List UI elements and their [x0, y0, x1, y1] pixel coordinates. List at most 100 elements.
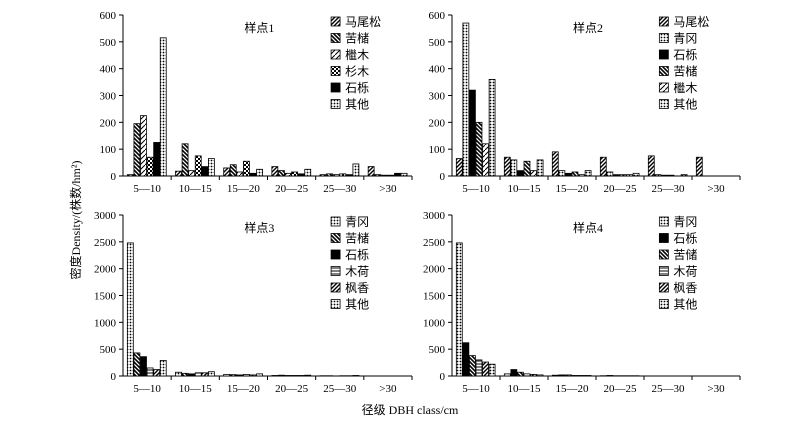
bar-马尾松	[455, 158, 463, 177]
x-tick-label: 20—25	[604, 183, 638, 195]
bar-木荷	[571, 375, 579, 377]
x-tick-label: 15—20	[227, 183, 261, 195]
bar-苦槠	[133, 123, 141, 177]
y-axis-label: 密度Density/(株数/hm²)	[68, 161, 83, 280]
y-tick-label: 1000	[423, 317, 446, 329]
bar-其他	[256, 168, 263, 177]
bar-其他	[159, 360, 167, 377]
bar-青冈	[126, 242, 134, 377]
bar-苦储	[517, 371, 524, 377]
x-axis-label: 径级 DBH class/cm	[362, 403, 459, 417]
y-tick-label: 400	[429, 64, 446, 76]
x-tick-label: 10—15	[508, 383, 542, 395]
legend-swatch	[330, 216, 341, 227]
bar-檵木	[140, 115, 147, 177]
bar-苦槠	[571, 171, 579, 177]
bar-苦槠	[619, 174, 627, 177]
legend-swatch	[658, 82, 669, 93]
y-tick-label: 400	[100, 64, 117, 76]
x-tick-label: 5—10	[462, 383, 490, 395]
legend-label: 苦槠	[673, 64, 697, 79]
legend-label: 石栎	[345, 248, 369, 262]
bar-檵木	[578, 174, 585, 177]
legend-swatch	[330, 299, 341, 309]
bar-石栎	[469, 89, 476, 177]
bar-其他	[536, 374, 544, 377]
bar-其他	[352, 163, 360, 177]
y-tick-label: 1500	[94, 291, 117, 303]
x-tick-label: 25—30	[323, 183, 357, 195]
bar-枫香	[249, 374, 257, 377]
bar-马尾松	[175, 170, 182, 177]
bar-苦槠	[229, 374, 237, 377]
legend-swatch	[330, 33, 341, 43]
bar-石栎	[606, 375, 614, 377]
x-tick-label: 25—30	[652, 183, 686, 195]
legend-swatch	[658, 216, 669, 227]
legend-swatch	[658, 33, 669, 43]
bar-青冈	[455, 242, 463, 377]
bar-檵木	[236, 171, 244, 177]
bar-苦槠	[475, 121, 483, 177]
bar-马尾松	[647, 155, 655, 177]
bar-马尾松	[271, 166, 279, 177]
legend-swatch	[658, 66, 669, 76]
x-tick-label: 5—10	[462, 183, 490, 195]
legend-swatch	[658, 299, 669, 309]
legend-label: 苦槠	[345, 31, 369, 46]
bar-苦槠	[326, 173, 333, 177]
legend-swatch	[658, 99, 669, 109]
legend-swatch	[330, 82, 341, 93]
bar-青冈	[175, 371, 182, 377]
legend-swatch	[330, 49, 341, 60]
bar-枫香	[482, 361, 489, 377]
bar-石栎	[284, 375, 292, 377]
y-tick-label: 100	[100, 144, 117, 156]
bar-杉木	[387, 174, 395, 177]
y-tick-label: 500	[429, 37, 446, 49]
bar-石栎	[661, 174, 668, 177]
bar-青冈	[510, 159, 518, 177]
bar-檵木	[380, 174, 388, 177]
bar-马尾松	[599, 156, 607, 177]
x-tick-label: 10—15	[179, 383, 213, 395]
bar-木荷	[291, 375, 298, 377]
bar-青冈	[551, 374, 559, 377]
y-tick-label: 0	[440, 171, 446, 183]
bar-枫香	[578, 375, 585, 377]
bar-木荷	[523, 373, 531, 377]
bar-青冈	[558, 170, 566, 177]
y-tick-label: 500	[100, 344, 117, 356]
bar-枫香	[297, 375, 305, 377]
bar-苦槠	[133, 352, 141, 377]
legend-label: 苦槠	[345, 231, 369, 246]
legend-label: 石栎	[673, 232, 697, 246]
bar-檵木	[482, 143, 489, 177]
panel-title: 样点2	[573, 20, 603, 35]
bar-苦槠	[523, 160, 531, 177]
bar-檵木	[284, 172, 292, 177]
legend-label: 青冈	[673, 215, 697, 229]
bar-青冈	[654, 174, 662, 177]
bar-檵木	[626, 174, 633, 177]
legend-swatch	[330, 16, 341, 27]
x-tick-label: 10—15	[508, 183, 542, 195]
bar-枫香	[530, 373, 537, 377]
y-tick-label: 3000	[423, 210, 446, 222]
x-tick-label: 10—15	[179, 183, 213, 195]
x-tick-label: 15—20	[556, 383, 590, 395]
y-tick-label: 100	[429, 144, 446, 156]
y-tick-label: 2000	[423, 264, 446, 276]
bar-杉木	[339, 173, 347, 177]
bar-马尾松	[367, 166, 375, 177]
legend-swatch	[330, 66, 341, 76]
y-tick-label: 0	[111, 171, 117, 183]
y-tick-label: 600	[100, 10, 117, 22]
legend-label: 其他	[345, 298, 369, 312]
bar-木荷	[243, 373, 250, 377]
bar-木荷	[146, 367, 154, 377]
legend-swatch	[658, 49, 669, 60]
legend-label: 木荷	[345, 265, 369, 279]
x-tick-label: 15—20	[227, 383, 261, 395]
panel-3: 样点3 0 500 1000 1500 2000 2500 3000 5—10 10—15 15—…	[94, 210, 413, 395]
